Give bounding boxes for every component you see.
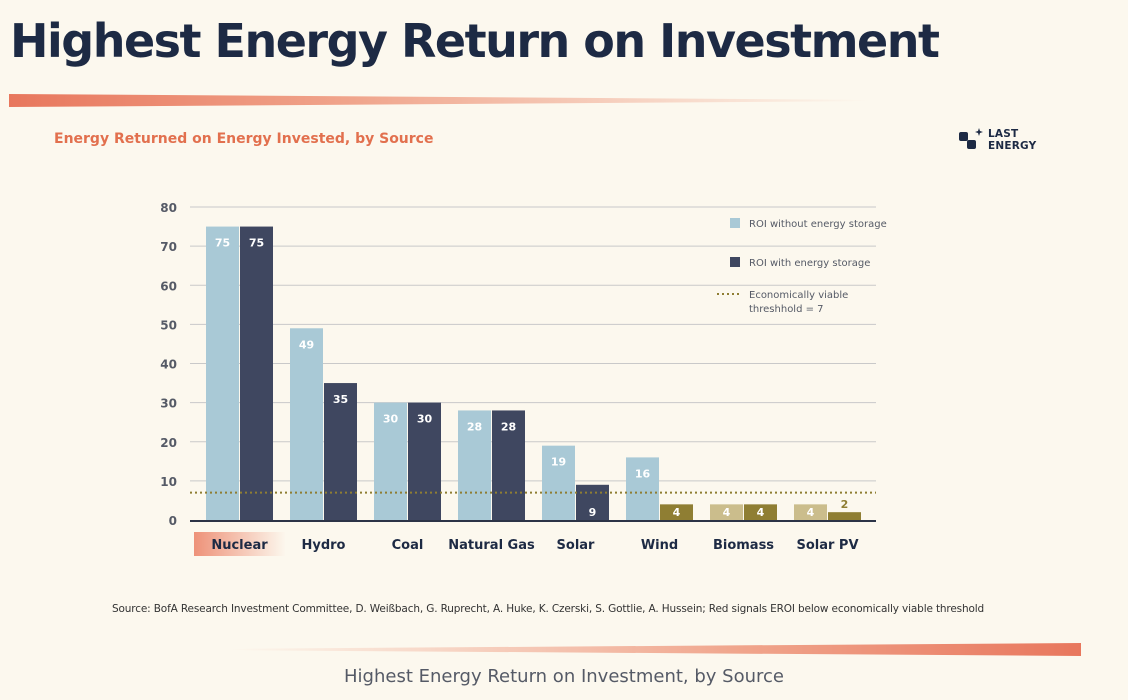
chart-caption: Highest Energy Return on Investment, by … [344,666,784,687]
bar-with-storage [576,484,609,520]
y-tick-label: 40 [160,358,177,372]
bar-value-label: 75 [249,237,264,250]
bar-with-storage [660,504,693,520]
y-tick-label: 60 [160,279,177,293]
bar-with-storage [492,410,525,520]
category-label: Solar [557,538,596,553]
bar-value-label: 28 [467,420,482,433]
legend-swatch-with-storage [730,257,740,267]
page-title: Highest Energy Return on Investment [10,14,940,68]
y-tick-label: 50 [160,318,177,332]
bar-without-storage [206,226,239,520]
bar-with-storage [828,512,861,520]
legend-label-with-storage: ROI with energy storage [749,258,870,269]
bar-with-storage [408,402,441,520]
y-tick-label: 10 [160,475,177,489]
y-tick-label: 20 [160,436,177,450]
bar-without-storage [374,402,407,520]
category-label: Hydro [301,538,345,553]
bar-value-label: 2 [841,498,849,511]
legend-label-threshold-line2: threshhold = 7 [749,304,824,315]
bar-without-storage [710,504,743,520]
bar-value-label: 30 [417,413,433,426]
bar-value-label: 16 [635,467,651,480]
legend-label-without-storage: ROI without energy storage [749,219,887,230]
category-highlight [194,532,286,556]
logo-text-line2: ENERGY [988,140,1037,152]
chart-subtitle: Energy Returned on Energy Invested, by S… [54,131,434,147]
bar-value-label: 28 [501,420,516,433]
bar-value-label: 4 [723,506,731,519]
y-tick-label: 30 [160,397,177,411]
bar-value-label: 35 [333,393,348,406]
last-energy-logo-icon [959,128,983,149]
category-label: Nuclear [211,538,268,553]
category-label: Natural Gas [448,538,535,553]
bar-without-storage [794,504,827,520]
y-tick-label: 70 [160,240,177,254]
bar-value-label: 4 [807,506,815,519]
category-label: Coal [392,538,424,553]
bar-without-storage [542,445,575,520]
legend-label-threshold-line1: Economically viable [749,290,848,301]
bar-with-storage [324,383,357,520]
category-label: Wind [641,538,678,553]
category-label: Solar PV [796,538,858,553]
bar-with-storage [744,504,777,520]
footer-accent-bar [230,643,1081,656]
bar-value-label: 4 [757,506,765,519]
legend-swatch-without-storage [730,218,740,228]
bar-value-label: 9 [589,506,597,519]
bar-value-label: 49 [299,338,314,351]
bar-with-storage [240,226,273,520]
bar-value-label: 19 [551,456,566,469]
brand-logo: LAST ENERGY [958,126,1048,154]
bar-value-label: 4 [673,506,681,519]
bar-without-storage [626,457,659,520]
bar-value-label: 75 [215,237,230,250]
logo-text-line1: LAST [988,128,1019,140]
source-note: Source: BofA Research Investment Committ… [112,603,985,615]
category-label: Biomass [713,538,774,553]
bar-without-storage [290,328,323,520]
bar-value-label: 30 [383,413,399,426]
bar-without-storage [458,410,491,520]
y-tick-label: 80 [160,201,177,215]
y-tick-label: 0 [169,514,177,528]
